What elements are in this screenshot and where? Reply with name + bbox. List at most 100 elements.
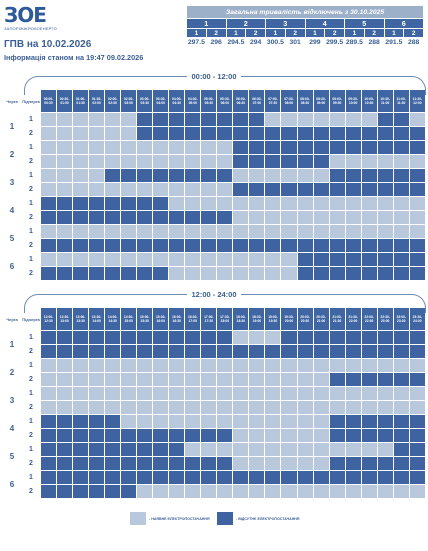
time-slot-header: 14:00- 14:30 [105,308,121,330]
power-on-cell [169,183,185,196]
power-on-cell [265,331,281,344]
summary-subqueue-header: 2 [206,29,226,37]
summary-queue-header: 3 [266,19,305,28]
outage-cell [137,443,153,456]
power-on-cell [409,359,425,372]
queue-number: 5 [3,225,21,252]
time-slot-header: 03:00- 03:30 [137,90,153,112]
outage-cell [137,169,153,182]
outage-cell [361,471,377,484]
power-on-cell [185,415,201,428]
outage-cell [153,197,169,210]
power-on-cell [73,253,89,266]
outage-cell [41,443,57,456]
outage-cell [121,211,137,224]
power-on-cell [41,141,57,154]
outage-cell [169,345,185,358]
outage-cell [345,169,361,182]
power-on-cell [73,169,89,182]
queue-number: 4 [3,197,21,224]
power-on-cell [249,373,265,386]
schedule-row: 2 [3,429,425,442]
summary-queue-header: 2 [226,19,265,28]
outage-cell [409,443,425,456]
time-slot-header: 05:00- 05:30 [201,90,217,112]
outage-cell [217,457,233,470]
legend: - НАЯВНЕ ЕЛЕКТРОПОСТАЧАННЯ - ВІДСУТНЄ ЕЛ… [130,512,420,526]
outage-cell [361,253,377,266]
power-on-cell [233,359,249,372]
power-on-cell [201,485,217,498]
outage-cell [73,239,89,252]
legend-label-power-on: - НАЯВНЕ ЕЛЕКТРОПОСТАЧАННЯ [149,517,210,521]
outage-cell [361,267,377,280]
power-on-cell [169,387,185,400]
power-on-cell [265,429,281,442]
subqueue-number: 1 [22,225,40,238]
power-on-cell [185,155,201,168]
outage-cell [73,267,89,280]
time-slot-header: 02:30- 03:00 [121,90,137,112]
power-on-cell [137,415,153,428]
outage-cell [393,239,409,252]
power-on-cell [89,183,105,196]
outage-cell [73,415,89,428]
time-slot-header: 23:30- 24:00 [409,308,425,330]
time-slot-header: 06:00- 06:30 [233,90,249,112]
summary-subqueue-header: 1 [345,29,364,37]
outage-cell [121,239,137,252]
power-on-cell [393,359,409,372]
power-on-cell [201,443,217,456]
outage-cell [409,253,425,266]
power-on-cell [361,211,377,224]
time-slot-header: 10:00- 10:30 [361,90,377,112]
power-on-cell [185,359,201,372]
outage-cell [57,211,73,224]
time-slot-header: 15:00- 15:30 [137,308,153,330]
schedule-row: 2 [3,211,425,224]
time-slot-header: 09:30- 10:00 [345,90,361,112]
power-on-cell [217,387,233,400]
subqueue-number: 1 [22,443,40,456]
power-on-cell [345,113,361,126]
power-on-cell [57,359,73,372]
power-on-cell [265,457,281,470]
outage-cell [137,471,153,484]
power-on-cell [313,359,329,372]
time-slot-header: 08:00- 08:30 [297,90,313,112]
summary-subqueue-header: 1 [187,29,206,37]
power-on-cell [121,415,137,428]
power-on-cell [121,387,137,400]
power-on-cell [185,485,201,498]
outage-cell [329,373,345,386]
outage-cell [217,211,233,224]
logo-subtitle: ЗАПОРІЖЖЯОБЛЕНЕРГО [4,26,57,31]
power-on-cell [153,359,169,372]
outage-cell [153,239,169,252]
power-on-cell [153,141,169,154]
power-on-cell [393,197,409,210]
power-on-cell [73,373,89,386]
power-on-cell [361,387,377,400]
outage-cell [185,211,201,224]
outage-cell [297,239,313,252]
outage-cell [41,457,57,470]
time-range-label: 00:00 - 12:00 [187,72,241,81]
outage-cell [153,127,169,140]
outage-cell [265,471,281,484]
outage-cell [265,239,281,252]
power-on-cell [297,485,313,498]
outage-cell [201,211,217,224]
outage-cell [409,457,425,470]
outage-cell [185,239,201,252]
schedule-section-pm: 12:00 - 24:00 Черга Підчерга 12:00- 12:30 12… [2,288,426,499]
summary-duration-value: 297.5 [187,38,206,46]
power-on-cell [153,225,169,238]
outage-cell [137,197,153,210]
outage-cell [329,127,345,140]
outage-cell [265,155,281,168]
time-slot-header: 10:30- 11:00 [377,90,393,112]
power-on-cell [153,485,169,498]
power-on-cell [169,197,185,210]
power-on-cell [153,373,169,386]
